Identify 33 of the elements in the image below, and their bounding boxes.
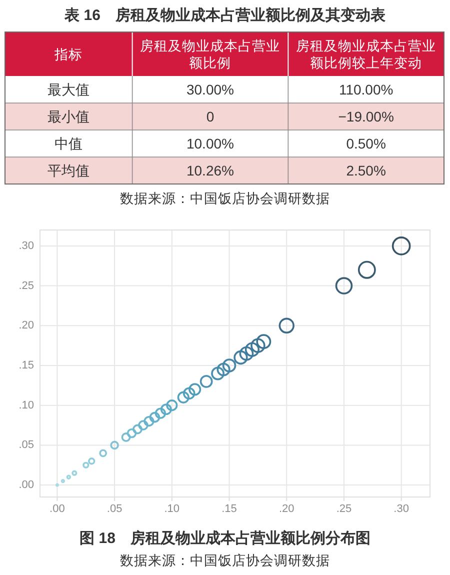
- y-tick-label: .30: [18, 240, 34, 252]
- y-tick-label: .15: [18, 359, 34, 372]
- y-tick-label: .00: [18, 479, 34, 492]
- y-tick-label: .25: [18, 280, 34, 292]
- category-label: 最小值: [48, 108, 90, 124]
- x-tick-label: .10: [164, 503, 180, 515]
- x-tick-label: .20: [278, 503, 294, 515]
- text: 0: [206, 108, 214, 124]
- x-tick-label: .25: [336, 503, 352, 515]
- x-tick-label: .00: [50, 503, 65, 515]
- category-label: 房租及物业成本占营业额比例较上年变动: [296, 38, 436, 70]
- category-label: 中值: [54, 136, 83, 152]
- x-tick-label: .30: [394, 503, 409, 515]
- source-note: 数据来源：中国饭店协会调研数据: [120, 191, 330, 206]
- text: 表 16 房租及物业成本占营业额比例及其变动表: [64, 6, 386, 24]
- text: 110.00%: [338, 82, 394, 98]
- text: 10.26%: [186, 162, 234, 178]
- y-tick-label: .05: [18, 439, 34, 452]
- text: 0.50%: [346, 136, 386, 152]
- x-tick-label: .15: [222, 503, 237, 515]
- y-tick-label: .20: [18, 320, 34, 332]
- category-label: 最大值: [48, 82, 90, 98]
- text: 指标: [54, 46, 83, 62]
- y-tick-label: .10: [18, 399, 34, 412]
- text: −19.00%: [338, 108, 394, 124]
- category-label: 平均值: [48, 162, 90, 178]
- text: 图 18 房租及物业成本占营业额比例分布图: [80, 529, 370, 547]
- category-label: 房租及物业成本占营业额比例: [140, 38, 280, 70]
- text: 2.50%: [346, 162, 386, 178]
- text: 30.00%: [186, 82, 234, 98]
- text: 10.00%: [186, 136, 234, 152]
- x-tick-label: .05: [106, 503, 122, 515]
- source-note: 数据来源：中国饭店协会调研数据: [120, 553, 330, 568]
